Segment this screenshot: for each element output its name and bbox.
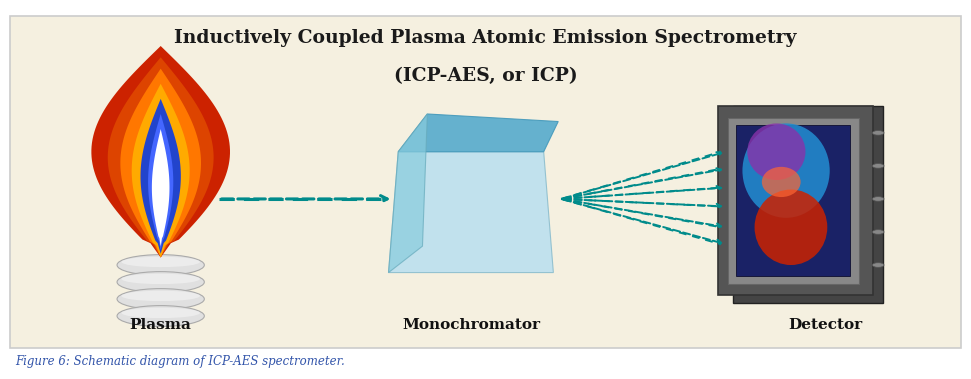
- Ellipse shape: [121, 274, 200, 284]
- Ellipse shape: [121, 257, 200, 267]
- Text: Plasma: Plasma: [130, 318, 191, 332]
- Text: (ICP-AES, or ICP): (ICP-AES, or ICP): [393, 67, 578, 85]
- Circle shape: [872, 230, 884, 234]
- Polygon shape: [132, 84, 189, 257]
- FancyBboxPatch shape: [719, 106, 873, 295]
- Polygon shape: [388, 114, 427, 273]
- Text: Monochromator: Monochromator: [402, 318, 540, 332]
- Polygon shape: [151, 129, 170, 246]
- Ellipse shape: [121, 308, 200, 318]
- Ellipse shape: [762, 167, 801, 197]
- FancyBboxPatch shape: [11, 16, 960, 348]
- Circle shape: [872, 164, 884, 168]
- FancyBboxPatch shape: [733, 106, 883, 303]
- Ellipse shape: [748, 124, 806, 180]
- Polygon shape: [120, 69, 201, 257]
- Polygon shape: [91, 46, 230, 257]
- FancyBboxPatch shape: [736, 125, 850, 276]
- Polygon shape: [398, 114, 558, 152]
- Ellipse shape: [121, 291, 200, 301]
- Text: Detector: Detector: [787, 318, 862, 332]
- Text: Figure 6: Schematic diagram of ICP-AES spectrometer.: Figure 6: Schematic diagram of ICP-AES s…: [16, 355, 345, 368]
- Polygon shape: [388, 152, 553, 273]
- Circle shape: [872, 263, 884, 267]
- Circle shape: [872, 197, 884, 201]
- Ellipse shape: [117, 255, 204, 276]
- Polygon shape: [141, 99, 181, 254]
- Polygon shape: [108, 57, 214, 257]
- Ellipse shape: [117, 305, 204, 326]
- Ellipse shape: [754, 190, 827, 265]
- Ellipse shape: [117, 289, 204, 309]
- Circle shape: [872, 131, 884, 135]
- Text: Inductively Coupled Plasma Atomic Emission Spectrometry: Inductively Coupled Plasma Atomic Emissi…: [174, 30, 797, 47]
- Ellipse shape: [743, 124, 829, 218]
- Polygon shape: [149, 114, 173, 250]
- FancyBboxPatch shape: [728, 118, 858, 284]
- Ellipse shape: [117, 272, 204, 293]
